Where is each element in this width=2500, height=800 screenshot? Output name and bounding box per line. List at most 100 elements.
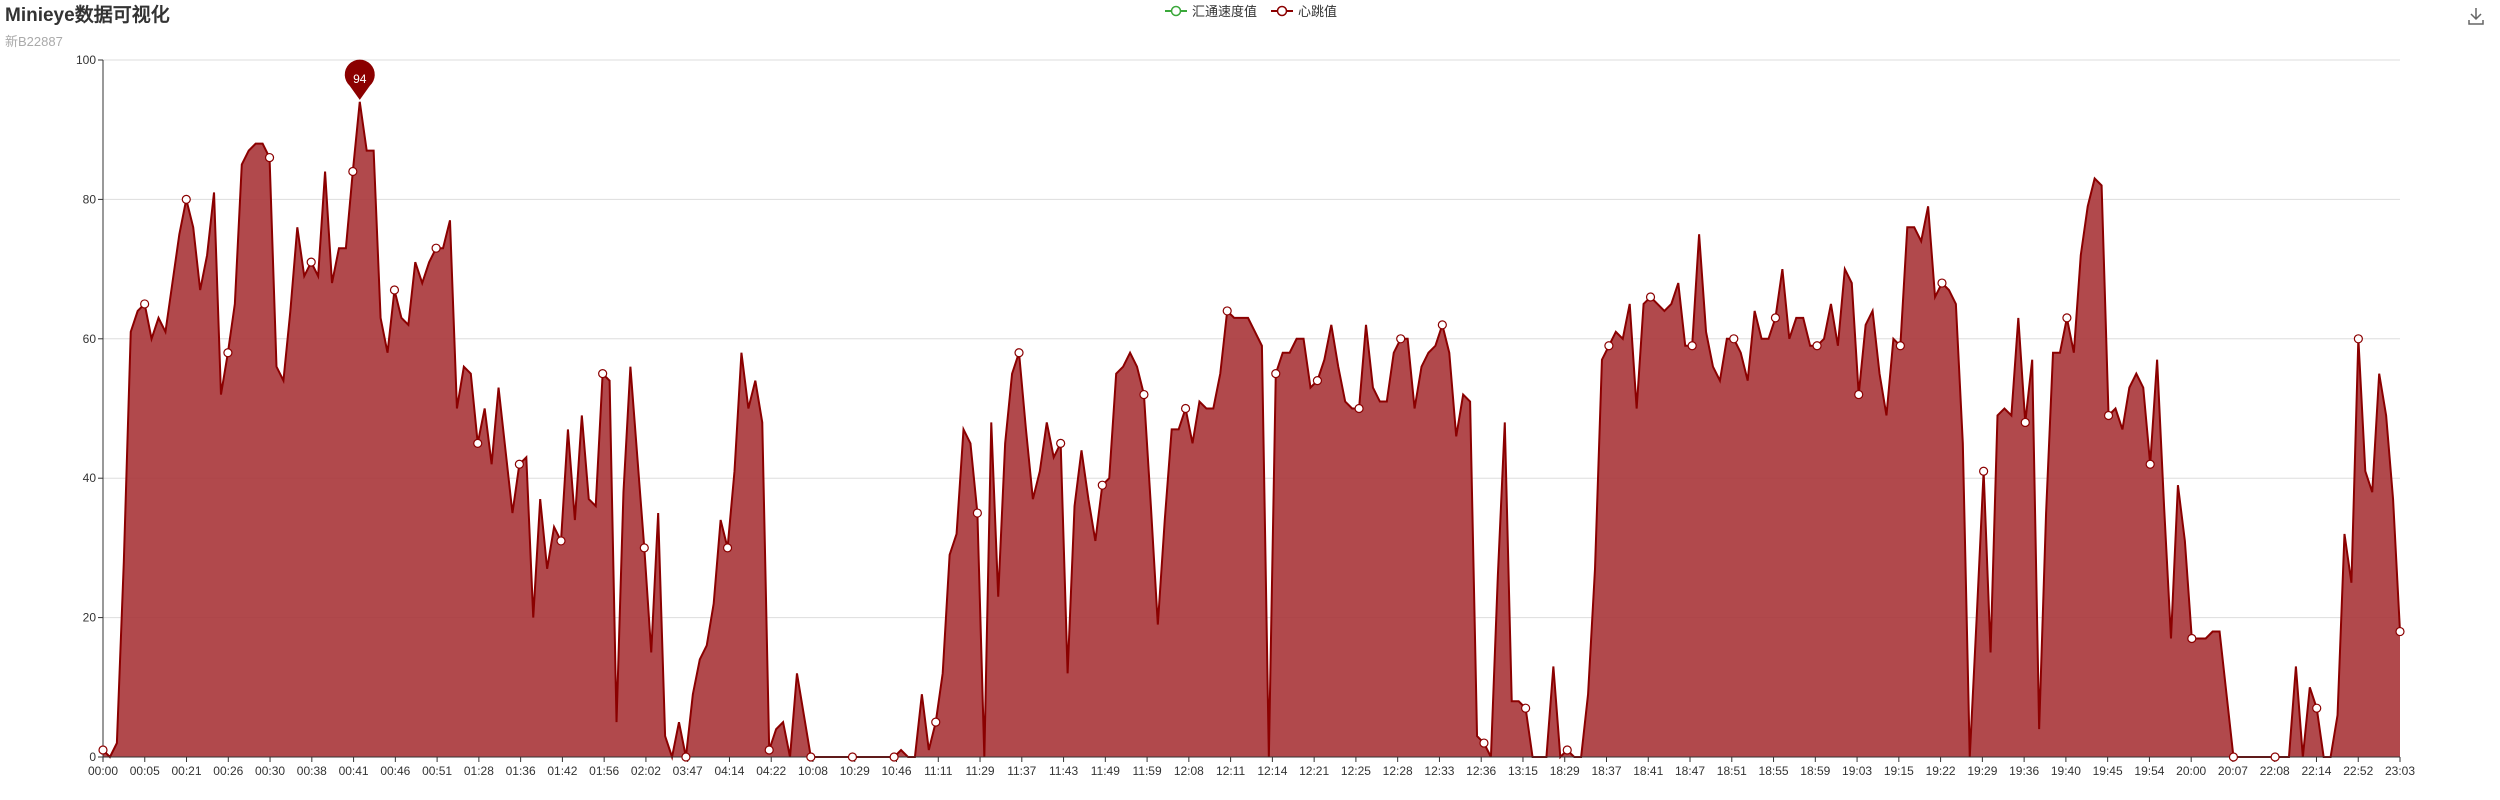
x-tick-label: 00:30 bbox=[255, 764, 285, 778]
data-point bbox=[1139, 389, 1149, 400]
data-point bbox=[181, 194, 191, 204]
x-tick-label: 18:41 bbox=[1633, 764, 1663, 778]
x-tick-label: 22:14 bbox=[2301, 764, 2331, 778]
data-point bbox=[2312, 703, 2322, 713]
data-point bbox=[722, 543, 733, 553]
data-point bbox=[1396, 334, 1406, 344]
y-tick-label: 20 bbox=[83, 611, 97, 625]
y-tick-label: 100 bbox=[76, 53, 96, 67]
x-tick-label: 22:08 bbox=[2260, 764, 2290, 778]
y-tick-label: 40 bbox=[83, 471, 97, 485]
data-point bbox=[1521, 703, 1531, 713]
x-tick-label: 19:40 bbox=[2051, 764, 2081, 778]
x-tick-label: 10:08 bbox=[798, 764, 828, 778]
data-point bbox=[2353, 334, 2363, 344]
heart-line bbox=[102, 101, 2401, 761]
x-tick-label: 19:54 bbox=[2134, 764, 2164, 778]
legend-item-heart[interactable]: 心跳值 bbox=[1271, 1, 1337, 20]
chart-legend: 汇通速度值 心跳值 bbox=[1165, 1, 1337, 20]
data-point bbox=[1687, 341, 1697, 351]
data-point bbox=[764, 745, 774, 755]
data-point bbox=[2270, 752, 2280, 762]
heart-area bbox=[103, 101, 2400, 757]
data-point bbox=[2103, 410, 2114, 421]
data-point bbox=[681, 752, 691, 762]
y-tick-label: 80 bbox=[83, 192, 97, 206]
x-tick-label: 18:51 bbox=[1717, 764, 1747, 778]
x-tick-label: 12:33 bbox=[1424, 764, 1454, 778]
x-tick-label: 18:37 bbox=[1591, 764, 1621, 778]
x-tick-label: 11:29 bbox=[965, 764, 994, 778]
x-tick-label: 18:59 bbox=[1800, 764, 1830, 778]
x-tick-label: 00:00 bbox=[88, 764, 118, 778]
x-tick-label: 12:08 bbox=[1174, 764, 1204, 778]
x-tick-label: 19:03 bbox=[1842, 764, 1872, 778]
data-point bbox=[1979, 466, 1989, 476]
data-point bbox=[98, 745, 108, 755]
x-tick-label: 02:02 bbox=[631, 764, 661, 778]
x-tick-label: 11:59 bbox=[1133, 764, 1162, 778]
x-tick-label: 23:03 bbox=[2385, 764, 2415, 778]
data-point bbox=[140, 299, 150, 309]
x-tick-label: 11:43 bbox=[1049, 764, 1078, 778]
data-point bbox=[1354, 403, 1364, 414]
x-tick-label: 22:52 bbox=[2343, 764, 2373, 778]
x-tick-label: 00:05 bbox=[130, 764, 160, 778]
x-tick-label: 03:47 bbox=[673, 764, 703, 778]
max-marker bbox=[344, 59, 375, 100]
x-tick-label: 18:47 bbox=[1675, 764, 1705, 778]
data-point bbox=[931, 717, 941, 727]
data-point bbox=[514, 459, 524, 469]
x-tick-label: 18:29 bbox=[1550, 764, 1580, 778]
x-tick-label: 11:49 bbox=[1091, 764, 1120, 778]
data-point bbox=[1056, 438, 1066, 448]
x-tick-label: 12:21 bbox=[1299, 764, 1329, 778]
data-point bbox=[2020, 417, 2030, 428]
x-tick-label: 04:14 bbox=[714, 764, 744, 778]
x-tick-label: 04:22 bbox=[756, 764, 786, 778]
legend-label-heart: 心跳值 bbox=[1298, 4, 1338, 19]
chart-title: Minieye数据可视化 bbox=[5, 5, 170, 26]
data-point bbox=[1014, 348, 1024, 358]
data-point bbox=[1271, 369, 1281, 379]
x-tick-label: 12:14 bbox=[1257, 764, 1287, 778]
data-point bbox=[2395, 626, 2405, 637]
x-tick-label: 11:11 bbox=[924, 764, 953, 778]
x-tick-label: 20:07 bbox=[2218, 764, 2248, 778]
x-tick-label: 19:22 bbox=[1926, 764, 1956, 778]
data-point bbox=[598, 369, 608, 379]
x-tick-label: 00:21 bbox=[172, 764, 202, 778]
data-point bbox=[1604, 341, 1614, 351]
x-tick-label: 01:42 bbox=[547, 764, 577, 778]
x-tick-label: 01:56 bbox=[589, 764, 619, 778]
x-tick-label: 00:38 bbox=[297, 764, 327, 778]
x-tick-label: 18:55 bbox=[1759, 764, 1789, 778]
data-point bbox=[389, 285, 400, 295]
data-point bbox=[348, 166, 358, 177]
data-point bbox=[889, 752, 899, 762]
x-tick-label: 19:15 bbox=[1884, 764, 1914, 778]
data-point bbox=[473, 438, 483, 448]
x-tick-label: 00:26 bbox=[213, 764, 243, 778]
data-point bbox=[2062, 313, 2072, 323]
data-point bbox=[1937, 278, 1947, 288]
x-tick-label: 00:46 bbox=[380, 764, 410, 778]
download-icon[interactable] bbox=[2466, 6, 2486, 26]
x-tick-label: 13:15 bbox=[1508, 764, 1538, 778]
x-tick-label: 10:29 bbox=[840, 764, 870, 778]
legend-item-speed[interactable]: 汇通速度值 bbox=[1165, 1, 1257, 20]
max-marker-label: 94 bbox=[353, 72, 367, 86]
data-point bbox=[1180, 403, 1191, 414]
chart-subtitle: 新B22887 bbox=[5, 34, 63, 49]
data-point bbox=[1562, 745, 1572, 755]
data-point bbox=[1895, 341, 1905, 351]
x-tick-label: 11:37 bbox=[1007, 764, 1036, 778]
x-tick-label: 12:36 bbox=[1466, 764, 1496, 778]
x-tick-label: 12:28 bbox=[1383, 764, 1413, 778]
data-point bbox=[431, 243, 441, 253]
data-point bbox=[306, 257, 316, 267]
x-tick-label: 00:41 bbox=[339, 764, 369, 778]
data-point bbox=[1437, 320, 1447, 330]
y-tick-label: 60 bbox=[83, 332, 97, 346]
x-tick-label: 12:25 bbox=[1341, 764, 1371, 778]
